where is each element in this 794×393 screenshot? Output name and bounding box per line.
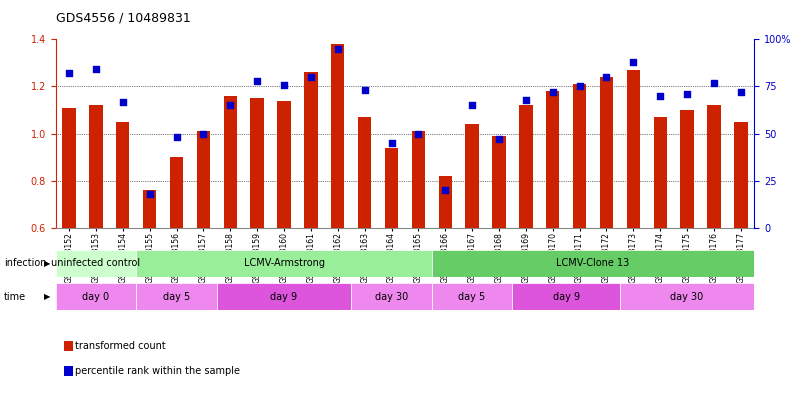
Bar [89,105,102,228]
Point [654,93,667,99]
Point [600,74,613,80]
FancyBboxPatch shape [137,250,432,277]
Bar [358,117,372,228]
Point [412,130,425,137]
Bar [143,190,156,228]
FancyBboxPatch shape [56,250,137,277]
Bar [626,70,640,228]
Point [278,81,291,88]
Text: day 5: day 5 [458,292,486,302]
Point [63,70,75,76]
Bar [734,122,748,228]
Text: percentile rank within the sample: percentile rank within the sample [75,366,241,376]
Text: ▶: ▶ [44,292,50,301]
Point [492,136,505,142]
Bar [546,91,560,228]
Point [385,140,398,146]
Bar [62,108,75,228]
Text: LCMV-Clone 13: LCMV-Clone 13 [557,258,630,268]
Point [331,46,344,52]
Bar [250,98,264,228]
Point [305,74,318,80]
Bar [438,176,452,228]
FancyBboxPatch shape [137,283,217,310]
Point [707,79,720,86]
FancyBboxPatch shape [217,283,351,310]
Point [680,91,693,97]
Text: ▶: ▶ [44,259,50,268]
Point [197,130,210,137]
Text: GDS4556 / 10489831: GDS4556 / 10489831 [56,12,191,25]
Text: day 5: day 5 [163,292,190,302]
Bar [653,117,667,228]
Bar [170,157,183,228]
Point [170,134,183,141]
Bar [519,105,533,228]
Text: day 0: day 0 [83,292,110,302]
Text: LCMV-Armstrong: LCMV-Armstrong [244,258,325,268]
FancyBboxPatch shape [512,283,620,310]
Bar [304,72,318,228]
Point [439,187,452,193]
Point [224,102,237,108]
FancyBboxPatch shape [432,283,512,310]
Text: day 30: day 30 [670,292,703,302]
Text: infection: infection [4,258,47,268]
Bar [573,84,586,228]
Point [90,66,102,73]
Text: day 30: day 30 [375,292,408,302]
FancyBboxPatch shape [56,283,137,310]
Bar [707,105,721,228]
Bar [599,77,613,228]
Text: uninfected control: uninfected control [52,258,141,268]
Bar [116,122,129,228]
Bar [492,136,506,228]
FancyBboxPatch shape [620,283,754,310]
Point [358,87,371,94]
Bar [197,131,210,228]
Point [519,97,532,103]
Bar [331,44,345,228]
FancyBboxPatch shape [351,283,432,310]
FancyBboxPatch shape [432,250,754,277]
Bar [465,124,479,228]
Point [466,102,479,108]
Text: day 9: day 9 [271,292,298,302]
Point [573,83,586,90]
Text: day 9: day 9 [553,292,580,302]
Text: transformed count: transformed count [75,341,166,351]
Point [251,78,264,84]
Bar [411,131,425,228]
Point [627,59,640,65]
Point [117,98,129,105]
Point [734,89,747,95]
Point [143,191,156,197]
Bar [680,110,694,228]
Bar [224,96,237,228]
Bar [385,148,399,228]
Bar [277,101,291,228]
Text: time: time [4,292,26,302]
Point [546,89,559,95]
